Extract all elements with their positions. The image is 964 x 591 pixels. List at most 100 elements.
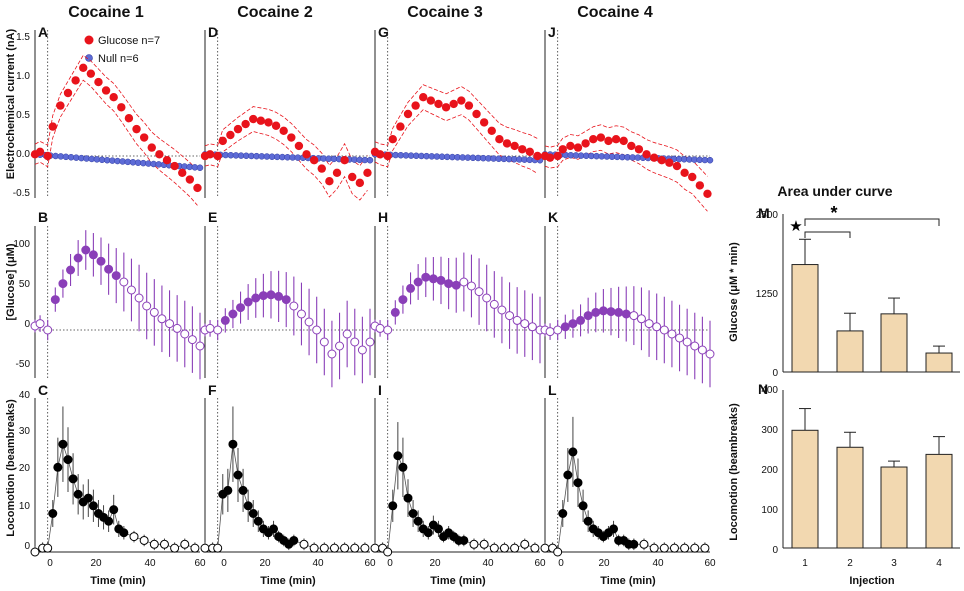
glucose-point xyxy=(703,189,712,198)
locomotion-point xyxy=(58,439,68,449)
xtick: 0 xyxy=(558,558,564,569)
locomotion-point xyxy=(398,462,408,472)
yticks-row2: 100 50 0 -50 xyxy=(13,239,30,370)
glucose-conc-point xyxy=(466,281,476,291)
xtick: 20 xyxy=(429,558,441,569)
glucose-conc-point xyxy=(598,306,608,316)
x-ticks-col1: 0 20 40 60 xyxy=(47,558,206,569)
locomotion-point xyxy=(383,547,393,557)
locomotion-point xyxy=(289,535,299,545)
panel-2-1 xyxy=(200,398,370,553)
glucose-conc-point xyxy=(357,345,367,355)
locomotion-point xyxy=(573,478,583,488)
sem-upper-line xyxy=(374,84,538,146)
col-title-3: Cocaine 3 xyxy=(407,4,483,21)
bar-2 xyxy=(836,330,864,373)
locomotion-point xyxy=(388,501,398,511)
panel-0-2 xyxy=(370,30,544,198)
locomotion-point xyxy=(350,543,360,553)
glucose-conc-point xyxy=(228,309,238,319)
sig-mark-1-2: ★ xyxy=(789,218,802,235)
glucose-conc-point xyxy=(243,297,253,307)
glucose-point xyxy=(43,151,52,161)
glucose-point xyxy=(101,86,111,95)
x-axis-labels: Time (min) Time (min) Time (min) Time (m… xyxy=(90,575,656,587)
locomotion-point xyxy=(109,505,119,515)
panel-letter-e: E xyxy=(208,209,217,225)
locomotion-point xyxy=(319,543,329,553)
glucose-conc-point xyxy=(576,315,586,325)
glucose-conc-point xyxy=(636,314,646,324)
glucose-point xyxy=(566,141,575,151)
locomotion-point xyxy=(248,509,258,518)
glucose-conc-point xyxy=(327,349,337,359)
ytick: 1.5 xyxy=(16,32,30,43)
locomotion-point xyxy=(159,539,169,549)
xtick: 40 xyxy=(144,558,156,569)
glucose-conc-point xyxy=(236,303,246,313)
xtick: 20 xyxy=(259,558,271,569)
ytick: 100 xyxy=(761,505,778,516)
bar-1 xyxy=(791,429,819,549)
locomotion-point xyxy=(530,543,540,553)
locomotion-point xyxy=(680,543,690,553)
glucose-point xyxy=(170,161,179,171)
xlabel-col4: Time (min) xyxy=(600,575,656,587)
glucose-conc-point xyxy=(621,309,631,319)
glucose-point xyxy=(449,99,458,109)
panel-0-0 xyxy=(30,30,204,206)
locomotion-point xyxy=(63,455,73,465)
xtick: 40 xyxy=(652,558,664,569)
n-yticks: 400 300 200 100 0 xyxy=(761,385,778,556)
glucose-conc-point xyxy=(350,337,360,347)
glucose-conc-point xyxy=(406,283,416,293)
glucose-point xyxy=(533,151,542,161)
glucose-point xyxy=(627,141,636,151)
glucose-conc-point xyxy=(258,291,268,301)
glucose-point xyxy=(79,63,88,72)
ytick: 20 xyxy=(19,463,31,474)
panel-0-1 xyxy=(200,30,374,201)
panel-letter-g: G xyxy=(378,24,389,40)
glucose-conc-point xyxy=(335,341,345,351)
glucose-point xyxy=(71,76,80,85)
glucose-point xyxy=(441,103,451,112)
bar-2 xyxy=(836,446,864,549)
glucose-conc-point xyxy=(482,293,492,303)
ytick: 0.5 xyxy=(16,110,30,121)
locomotion-point xyxy=(129,532,139,542)
glucose-point xyxy=(426,96,436,105)
bar-3 xyxy=(880,466,908,549)
legend-null-label: Null n=6 xyxy=(98,53,139,65)
locomotion-point xyxy=(88,501,98,511)
glucose-conc-point xyxy=(142,301,152,311)
panel-letter-b: B xyxy=(38,209,48,225)
glucose-point xyxy=(185,175,195,184)
glucose-point xyxy=(375,150,385,159)
x-ticks-col4: 0 20 40 60 xyxy=(558,558,716,569)
panel-letter-h: H xyxy=(378,209,388,225)
col-title-1: Cocaine 1 xyxy=(68,4,144,21)
glucose-point xyxy=(396,122,405,131)
glucose-point xyxy=(672,161,682,171)
locomotion-point xyxy=(53,462,63,472)
panel-letter-l: L xyxy=(548,382,557,398)
glucose-conc-point xyxy=(390,307,400,317)
glucose-point xyxy=(419,93,428,102)
glucose-conc-point xyxy=(383,325,393,335)
glucose-point xyxy=(589,135,598,144)
locomotion-point xyxy=(520,539,530,549)
locomotion-point xyxy=(48,509,58,518)
ytick: 0.0 xyxy=(16,149,30,160)
n-ylabel: Locomotion (beambreaks) xyxy=(728,403,740,541)
glucose-conc-point xyxy=(697,345,707,355)
panel-letter-f: F xyxy=(208,382,217,398)
locomotion-point xyxy=(309,543,319,553)
locomotion-point xyxy=(459,535,469,545)
glucose-conc-point xyxy=(614,307,624,317)
glucose-conc-point xyxy=(436,275,446,285)
locomotion-point xyxy=(370,543,380,553)
panel-letters: A D G J B E H K C F I L M N xyxy=(38,24,770,398)
locomotion-point xyxy=(669,543,679,553)
locomotion-point xyxy=(253,516,263,526)
